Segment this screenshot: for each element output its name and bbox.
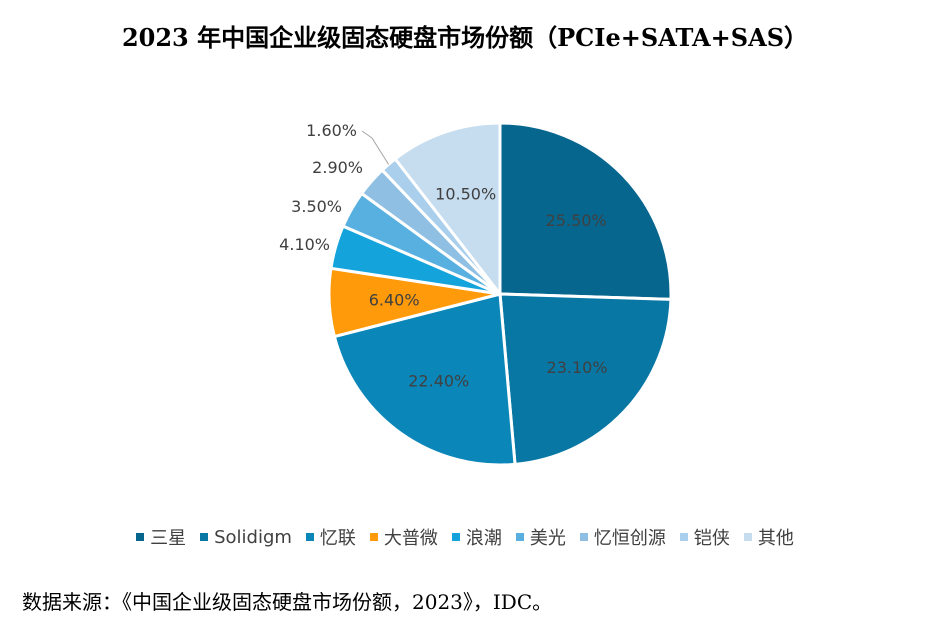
legend-swatch-9 (743, 533, 752, 541)
legend-swatch-7 (579, 533, 588, 541)
legend-item-5: 浪潮 (451, 524, 502, 550)
data-label-1: 25.50% (546, 211, 607, 230)
legend-label-9: 其他 (757, 528, 794, 549)
legend-label-2: Solidigm (214, 526, 292, 548)
legend-label-3: 忆联 (319, 528, 356, 549)
legend-swatch-8 (679, 533, 688, 541)
legend-item-7: 忆恒创源 (579, 524, 666, 550)
pie-slice-9 (393, 121, 502, 296)
legend-label-7: 忆恒创源 (593, 528, 666, 549)
legend-item-9: 其他 (743, 524, 794, 550)
legend-swatch-6 (515, 533, 524, 541)
data-label-3: 22.40% (408, 372, 469, 391)
data-label-5: 4.10% (279, 235, 330, 254)
legend-swatch-4 (369, 533, 378, 541)
data-labels: 25.50% 23.10% 22.40% 6.40% 4.10% 3.50% 2.90% 1.… (279, 121, 607, 391)
legend-item-2: Solidigm (200, 527, 292, 548)
legend-label-1: 三星 (150, 528, 187, 549)
legend: 三星 Solidigm 忆联 大普微 浪潮 美光 忆恒创源 铠侠 其他 (0, 524, 930, 550)
legend-item-6: 美光 (515, 524, 566, 550)
legend-label-5: 浪潮 (465, 528, 502, 549)
legend-item-8: 铠侠 (679, 524, 730, 550)
data-label-6: 3.50% (291, 197, 342, 216)
leader-line-8 (361, 130, 389, 165)
data-label-4: 6.40% (369, 290, 420, 309)
pie-chart: 25.50% 23.10% 22.40% 6.40% 4.10% 3.50% 2.90% 1.… (279, 121, 673, 467)
legend-swatch-1 (136, 533, 145, 541)
label-leader-lines (361, 130, 389, 165)
source-note: 数据来源：《中国企业级固态硬盘市场份额，2023》，IDC。 (22, 590, 553, 614)
legend-label-8: 铠侠 (693, 528, 730, 549)
legend-swatch-2 (200, 533, 209, 541)
pie-slice-1 (498, 121, 673, 301)
legend-label-6: 美光 (529, 528, 566, 549)
pie-slices (327, 121, 673, 467)
legend-swatch-3 (305, 533, 314, 541)
pie-slice-2 (498, 292, 673, 466)
chart-title: 2023 年中国企业级固态硬盘市场份额（PCIe+SATA+SAS） (121, 23, 809, 52)
data-label-9: 10.50% (435, 185, 496, 204)
data-label-8: 1.60% (306, 121, 357, 140)
pie-slice-3 (332, 292, 517, 467)
legend-item-3: 忆联 (305, 524, 356, 550)
legend-swatch-5 (451, 533, 460, 541)
legend-label-4: 大普微 (383, 528, 438, 549)
data-label-7: 2.90% (312, 158, 363, 177)
legend-item-1: 三星 (136, 524, 186, 550)
data-label-2: 23.10% (547, 358, 608, 377)
legend-item-4: 大普微 (369, 524, 438, 550)
